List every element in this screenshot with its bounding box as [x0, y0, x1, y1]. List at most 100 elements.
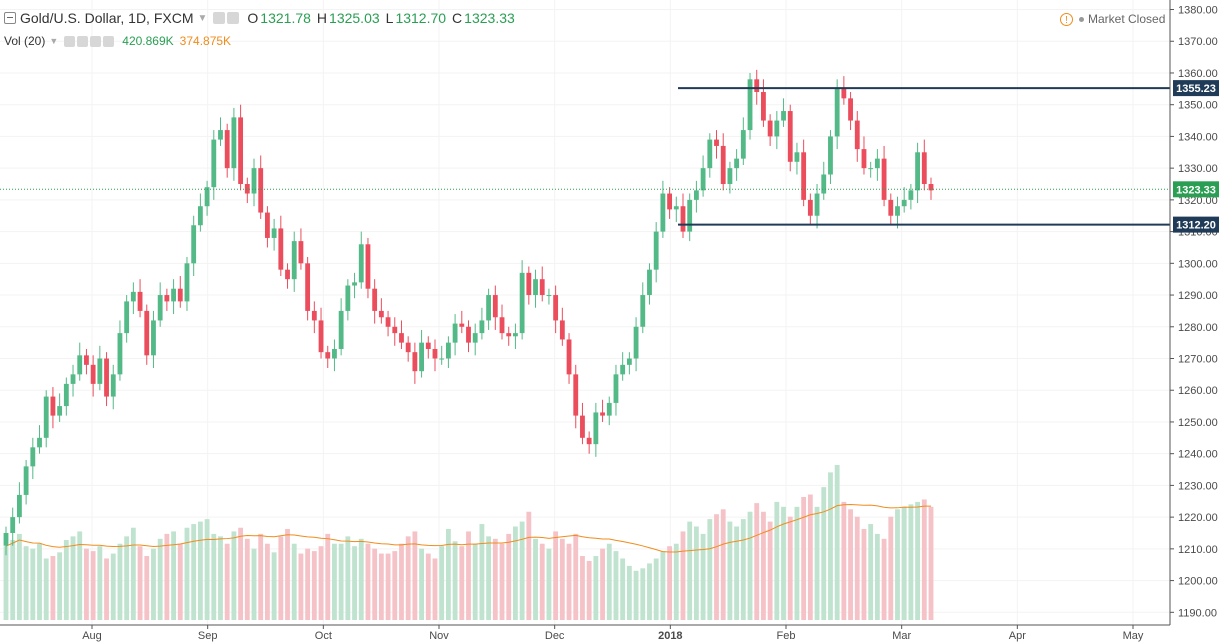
- volume-bar: [874, 533, 880, 620]
- volume-bar: [358, 538, 364, 620]
- candle-body: [928, 184, 934, 191]
- candle-body: [197, 206, 203, 226]
- volume-bar: [526, 511, 532, 620]
- volume-bar: [137, 546, 143, 620]
- volume-bar: [687, 521, 693, 620]
- candle-body: [298, 241, 304, 264]
- volume-bar: [600, 548, 605, 620]
- candle-body: [814, 193, 820, 216]
- volume-bar: [559, 538, 565, 620]
- candle-body: [16, 494, 22, 518]
- chevron-down-icon[interactable]: ▼: [49, 36, 59, 46]
- volume-bar: [794, 506, 800, 620]
- candle-body: [908, 190, 914, 200]
- volume-bar: [84, 548, 89, 620]
- volume-bar: [3, 546, 9, 620]
- candle-body: [486, 295, 492, 321]
- candle-body: [372, 288, 378, 311]
- volume-bar: [868, 524, 874, 620]
- symbol-title[interactable]: Gold/U.S. Dollar, 1D, FXCM: [20, 10, 194, 26]
- candle-body: [774, 120, 780, 137]
- volume-bar: [720, 509, 726, 620]
- volume-bar: [23, 546, 29, 620]
- candle-body: [633, 326, 639, 359]
- candle-body: [305, 263, 311, 311]
- candle-body: [3, 532, 9, 546]
- close-icon[interactable]: [103, 35, 115, 47]
- volume-bar: [613, 551, 619, 620]
- candle-body: [861, 149, 867, 169]
- candle-body: [888, 199, 894, 216]
- y-tick-label: 1360.00: [1178, 68, 1218, 80]
- candle-body: [251, 168, 257, 194]
- candle-body: [566, 339, 572, 375]
- volume-bar: [653, 558, 659, 620]
- market-status: ! Market Closed: [1060, 12, 1165, 26]
- volume-bar: [492, 538, 498, 620]
- candle-body: [265, 212, 270, 238]
- candle-body: [117, 333, 123, 375]
- volume-bar: [124, 536, 130, 620]
- chevron-down-icon[interactable]: ▼: [197, 12, 208, 24]
- y-tick-label: 1330.00: [1178, 163, 1218, 175]
- volume-bar: [787, 516, 793, 620]
- volume-value: 420.869K: [122, 34, 174, 48]
- volume-bar: [405, 536, 411, 620]
- candle-body: [921, 152, 927, 185]
- candle-body: [915, 152, 921, 191]
- volume-bar: [754, 503, 760, 620]
- candle-body: [767, 120, 773, 137]
- volume-bar: [43, 558, 49, 620]
- volume-bar: [345, 536, 351, 620]
- volume-bar: [472, 543, 478, 620]
- candle-body: [874, 158, 880, 169]
- settings-icon[interactable]: [77, 35, 89, 47]
- y-tick-label: 1240.00: [1178, 449, 1218, 461]
- x-tick-label: Mar: [892, 630, 911, 642]
- candle-body: [734, 158, 740, 169]
- volume-bar: [191, 524, 197, 620]
- candle-body: [854, 120, 860, 150]
- volume-title[interactable]: Vol (20): [4, 34, 46, 48]
- candle-body: [466, 326, 471, 343]
- candle-body: [807, 199, 813, 216]
- level-price-tag: [1173, 80, 1219, 97]
- volume-bar: [848, 509, 853, 620]
- candle-body: [526, 272, 532, 296]
- eye-icon[interactable]: [213, 12, 226, 24]
- candle-body: [586, 437, 592, 445]
- candle-body: [445, 342, 451, 359]
- volume-bar: [104, 558, 109, 620]
- candle-body: [432, 348, 438, 359]
- volume-bar: [801, 496, 807, 620]
- volume-bar: [439, 546, 445, 620]
- volume-bar: [57, 552, 63, 620]
- volume-bar: [117, 543, 123, 620]
- candle-body: [901, 199, 907, 207]
- candle-body: [258, 168, 264, 213]
- volume-bar: [499, 543, 505, 620]
- eye-icon[interactable]: [64, 35, 76, 47]
- volume-bar: [285, 528, 290, 620]
- candle-body: [164, 295, 170, 302]
- candle-body: [358, 244, 364, 283]
- volume-bar: [466, 531, 471, 620]
- volume-bar: [218, 536, 223, 620]
- candle-body: [224, 130, 230, 169]
- candle-body: [895, 206, 900, 216]
- candle-body: [37, 437, 42, 448]
- volume-bar: [915, 501, 921, 620]
- candle-body: [23, 466, 29, 495]
- volume-bar: [70, 536, 76, 620]
- candle-body: [244, 184, 250, 194]
- collapse-icon[interactable]: [4, 12, 16, 24]
- settings-icon[interactable]: [227, 12, 240, 24]
- candle-body: [439, 358, 445, 360]
- candle-body: [559, 320, 565, 340]
- open-value: 1321.78: [260, 10, 311, 26]
- volume-bar: [171, 531, 176, 620]
- add-icon[interactable]: [90, 35, 102, 47]
